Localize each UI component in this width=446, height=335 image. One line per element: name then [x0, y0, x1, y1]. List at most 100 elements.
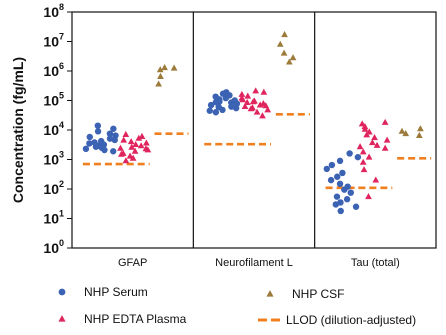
csf-point [156, 66, 164, 73]
y-tick-exponent: 2 [59, 179, 64, 189]
plasma-point [128, 143, 136, 150]
plasma-point [247, 105, 255, 112]
y-tick-base: 10 [43, 4, 59, 20]
csf-point [157, 72, 164, 79]
plasma-point [372, 176, 380, 183]
x-category-label: Tau (total) [351, 257, 400, 269]
y-tick-base: 10 [43, 181, 59, 197]
serum-point [212, 93, 219, 100]
y-tick-base: 10 [43, 240, 59, 256]
plasma-point [371, 134, 378, 141]
csf-point [289, 54, 297, 61]
plasma-point [118, 150, 125, 157]
serum-point [215, 103, 222, 111]
plasma-point [120, 136, 128, 143]
serum-point [94, 128, 102, 135]
plasma-point [365, 153, 373, 160]
plasma-point [129, 154, 137, 161]
csf-point [415, 131, 423, 138]
plasma-point [358, 120, 366, 127]
plasma-point [253, 108, 261, 115]
serum-point [327, 176, 335, 184]
serum-point [347, 189, 354, 196]
serum-point [212, 98, 220, 106]
serum-point [106, 135, 114, 142]
y-tick-base: 10 [43, 211, 59, 227]
plasma-point [131, 147, 139, 154]
plasma-point [383, 136, 391, 143]
legend-label: NHP CSF [292, 287, 344, 301]
legend-label: NHP EDTA Plasma [84, 312, 187, 326]
plasma-point [259, 112, 266, 119]
y-tick-exponent: 5 [59, 91, 64, 101]
plasma-point [127, 138, 135, 145]
y-tick-label: 101 [43, 209, 64, 227]
plasma-point [126, 152, 134, 159]
y-tick-label: 100 [43, 238, 64, 256]
csf-point [161, 63, 168, 71]
y-tick-exponent: 6 [59, 61, 64, 71]
plasma-point [260, 88, 268, 95]
serum-point [339, 169, 346, 177]
y-tick-label: 106 [43, 61, 64, 79]
serum-point [328, 161, 336, 169]
plasma-point [249, 98, 257, 105]
y-tick-exponent: 0 [59, 238, 64, 248]
y-tick-label: 108 [43, 2, 64, 20]
plasma-point [368, 139, 376, 146]
serum-point [231, 97, 238, 104]
plasma-point [381, 118, 389, 125]
x-category-label: GFAP [118, 257, 147, 269]
plasma-point [252, 87, 260, 94]
csf-point [398, 127, 406, 134]
serum-point [86, 133, 93, 141]
plasma-point [373, 141, 381, 148]
serum-point [354, 153, 362, 161]
x-axis: GFAP Neurofilament L Tau (total) [118, 257, 400, 269]
serum-point [86, 140, 93, 147]
plasma-point [243, 98, 251, 106]
plasma-point [142, 145, 150, 152]
serum-point [110, 148, 117, 155]
legend-item: NHP Serum [58, 285, 148, 299]
serum-point [223, 89, 230, 96]
plasma-point [137, 142, 145, 149]
plasma-point [356, 143, 364, 150]
plasma-point [135, 134, 143, 141]
y-tick-exponent: 7 [59, 32, 64, 42]
y-tick-base: 10 [43, 152, 59, 168]
y-tick-label: 105 [43, 91, 64, 109]
y-tick-label: 103 [43, 150, 64, 168]
plasma-point [138, 132, 146, 139]
y-tick-exponent: 1 [59, 209, 64, 219]
plasma-point [360, 166, 368, 173]
csf-point [402, 130, 410, 137]
plasma-point [244, 92, 252, 99]
y-tick-base: 10 [43, 63, 59, 79]
x-category-label: Neurofilament L [215, 257, 293, 269]
serum-point [101, 146, 108, 154]
csf-point [281, 31, 288, 38]
legend-item: NHP CSF [266, 287, 344, 301]
serum-point [207, 101, 215, 109]
legend-item: LLOD (dilution-adjusted) [258, 313, 416, 327]
legend-item: NHP EDTA Plasma [58, 312, 187, 326]
plot-border [71, 11, 437, 249]
y-tick-label: 104 [43, 120, 64, 138]
serum-point [336, 180, 344, 188]
plasma-point [122, 157, 130, 164]
serum-point [91, 139, 98, 146]
plasma-point [381, 144, 389, 151]
plasma-point [241, 102, 249, 110]
serum-point [206, 107, 213, 114]
serum-point [352, 203, 360, 210]
serum-point [323, 165, 331, 173]
serum-point [334, 173, 341, 180]
csf-point [285, 58, 293, 65]
y-tick-exponent: 3 [59, 150, 64, 160]
serum-point [336, 157, 344, 165]
csf-point [155, 80, 162, 87]
y-tick-exponent: 4 [59, 120, 64, 130]
